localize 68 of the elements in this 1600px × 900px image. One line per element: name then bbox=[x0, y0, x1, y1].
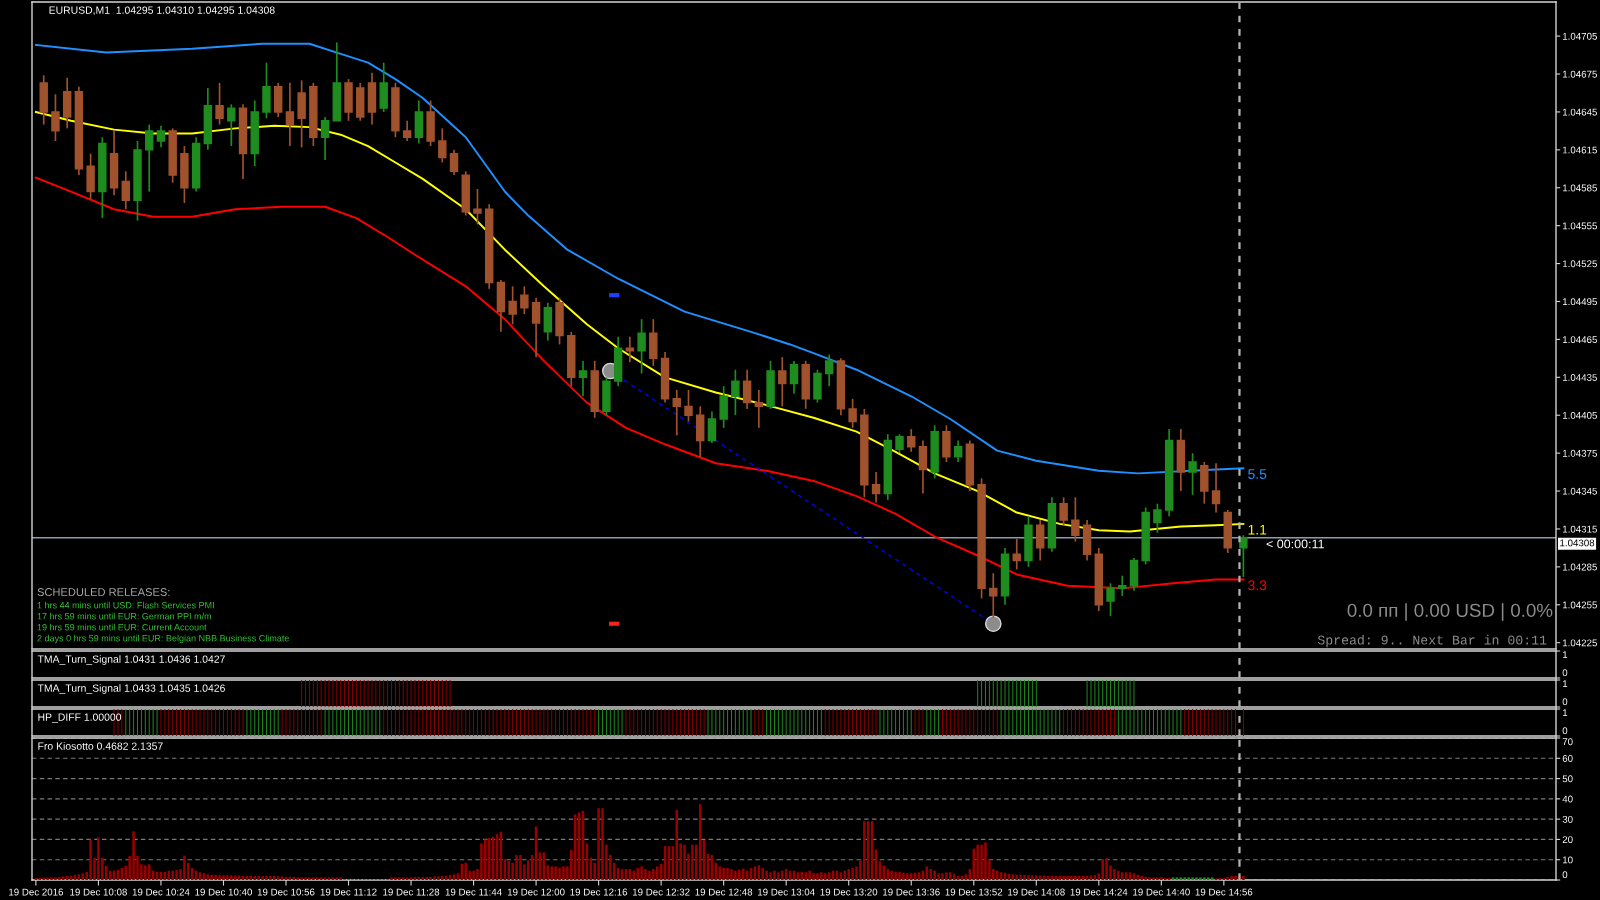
y-tick-label: 1.04645 bbox=[1562, 108, 1597, 116]
y-tick-label: 60 bbox=[1562, 755, 1573, 762]
y-tick-label: 10 bbox=[1562, 856, 1573, 864]
y-tick-label: 0 bbox=[1562, 698, 1568, 706]
x-tick-label: 19 Dec 12:48 bbox=[695, 888, 753, 896]
y-tick-label: 40 bbox=[1562, 795, 1573, 803]
chart-title: Fro Kiosotto 0.4682 2.1357 bbox=[38, 742, 163, 750]
annotation: 17 hrs 59 mins until EUR: German PPI m/m bbox=[37, 612, 211, 620]
ref-line-label: 1.04308 bbox=[1560, 539, 1595, 547]
y-tick-label: 30 bbox=[1562, 815, 1573, 823]
y-tick-label: 1.04225 bbox=[1562, 639, 1597, 647]
annotation: Spread: 9.. Next Bar in 00:11 bbox=[1317, 634, 1547, 648]
y-tick-label: 1.04615 bbox=[1562, 146, 1597, 154]
x-tick-label: 19 Dec 13:04 bbox=[758, 888, 815, 896]
x-tick-label: 19 Dec 12:00 bbox=[507, 888, 565, 896]
x-tick-label: 19 Dec 10:24 bbox=[132, 888, 190, 896]
y-tick-label: 70 bbox=[1562, 738, 1573, 746]
y-tick-label: 1.04255 bbox=[1562, 601, 1597, 609]
x-tick-label: 19 Dec 11:28 bbox=[383, 888, 440, 896]
x-tick-label: 19 Dec 10:40 bbox=[195, 888, 253, 896]
x-tick-label: 19 Dec 13:20 bbox=[820, 888, 878, 896]
y-tick-label: 0 bbox=[1562, 871, 1568, 879]
x-tick-label: 19 Dec 14:08 bbox=[1008, 888, 1065, 896]
x-tick-label: 19 Dec 14:24 bbox=[1070, 888, 1128, 896]
y-tick-label: 1.04705 bbox=[1562, 32, 1597, 40]
y-tick-label: 1.04285 bbox=[1562, 563, 1597, 571]
chart-title: TMA_Turn_Signal 1.0431 1.0436 1.0427 bbox=[37, 655, 225, 665]
x-tick-label: 19 Dec 12:16 bbox=[570, 888, 628, 896]
y-tick-label: 1.04345 bbox=[1562, 487, 1597, 495]
x-tick-label: 19 Dec 14:56 bbox=[1195, 888, 1253, 896]
y-tick-label: 1.04405 bbox=[1562, 411, 1597, 419]
y-tick-label: 1.04465 bbox=[1562, 336, 1597, 344]
y-tick-label: 1 bbox=[1562, 680, 1568, 688]
x-tick-label: 19 Dec 13:36 bbox=[883, 888, 940, 896]
x-tick-label: 19 Dec 10:08 bbox=[70, 888, 127, 896]
y-tick-label: 1 bbox=[1562, 709, 1568, 717]
y-tick-label: 1.04585 bbox=[1562, 184, 1597, 192]
x-tick-label: 19 Dec 11:12 bbox=[320, 888, 377, 896]
annotation: 2 days 0 hrs 59 mins until EUR: Belgian NBB Business Climate bbox=[37, 634, 289, 644]
series-label: 3.3 bbox=[1248, 580, 1267, 591]
series-label: 5.5 bbox=[1248, 469, 1267, 479]
x-tick-label: 19 Dec 14:40 bbox=[1133, 888, 1190, 896]
annotation: 19 hrs 59 mins until EUR: Current Account bbox=[37, 623, 207, 631]
x-tick-label: 19 Dec 11:44 bbox=[445, 888, 502, 896]
chart-title: TMA_Turn_Signal 1.0433 1.0435 1.0426 bbox=[37, 684, 225, 694]
x-tick-label: 19 Dec 2016 bbox=[9, 888, 64, 896]
y-tick-label: 0 bbox=[1562, 669, 1568, 677]
x-tick-label: 19 Dec 12:32 bbox=[632, 888, 690, 896]
chart-title: EURUSD,M1 1.04295 1.04310 1.04295 1.04308 bbox=[49, 6, 275, 16]
annotation: 0.0 пп | 0.00 USD | 0.0% bbox=[1347, 603, 1553, 621]
annotation: SCHEDULED RELEASES: bbox=[37, 588, 170, 596]
annotation: 1 hrs 44 mins until USD: Flash Services PMI bbox=[37, 601, 214, 609]
y-tick-label: 1.04375 bbox=[1562, 449, 1597, 457]
y-tick-label: 1.04555 bbox=[1562, 222, 1597, 230]
annotation: < 00:00:11 bbox=[1266, 539, 1324, 549]
y-tick-label: 50 bbox=[1562, 775, 1573, 783]
y-tick-label: 0 bbox=[1562, 727, 1568, 735]
y-tick-label: 1.04675 bbox=[1562, 70, 1597, 78]
series-label: 1.1 bbox=[1248, 524, 1267, 535]
y-tick-label: 1.04315 bbox=[1562, 525, 1597, 533]
y-tick-label: 1.04525 bbox=[1562, 260, 1597, 268]
chart-title: HP_DIFF 1.00000 bbox=[38, 713, 122, 723]
y-tick-label: 1.04495 bbox=[1562, 298, 1597, 306]
x-tick-label: 19 Dec 13:52 bbox=[945, 888, 1003, 896]
y-tick-label: 1.04435 bbox=[1562, 374, 1597, 381]
y-tick-label: 20 bbox=[1562, 836, 1573, 844]
x-tick-label: 19 Dec 10:56 bbox=[257, 888, 315, 896]
y-tick-label: 1 bbox=[1562, 651, 1568, 659]
